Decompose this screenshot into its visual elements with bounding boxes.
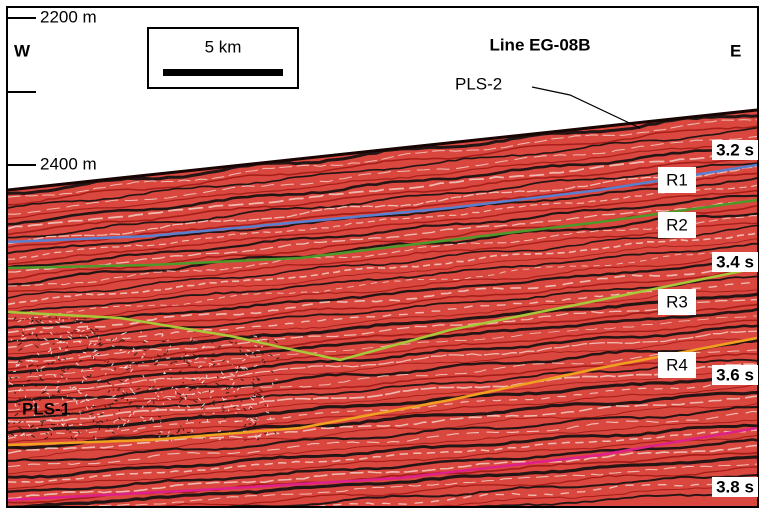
speckle — [233, 371, 236, 372]
speckle — [188, 361, 192, 362]
speckle — [196, 371, 197, 374]
speckle — [156, 409, 159, 410]
depth-label: 2200 m — [40, 7, 97, 26]
speckle — [256, 350, 259, 351]
speckle — [51, 351, 52, 354]
speckle — [192, 429, 193, 432]
east-label: E — [730, 41, 741, 60]
speckle — [213, 404, 215, 405]
time-label: 3.6 s — [716, 365, 754, 384]
speckle — [61, 335, 62, 338]
speckle — [63, 339, 67, 340]
speckle — [234, 396, 237, 397]
speckle — [203, 438, 205, 439]
speckle — [207, 419, 208, 422]
time-label: 3.2 s — [716, 140, 754, 159]
speckle — [245, 440, 246, 441]
speckle — [167, 350, 168, 353]
speckle — [147, 405, 148, 408]
speckle — [235, 413, 236, 414]
speckle — [171, 377, 172, 379]
speckle — [212, 354, 215, 355]
speckle — [107, 419, 108, 420]
speckle — [247, 416, 248, 418]
speckle — [239, 347, 241, 348]
speckle — [256, 391, 257, 392]
feature-label: PLS-2 — [455, 74, 502, 93]
reflector-label: R4 — [666, 355, 688, 374]
speckle — [168, 340, 169, 341]
time-label: 3.4 s — [716, 252, 754, 271]
speckle — [110, 406, 111, 408]
speckle — [56, 316, 57, 318]
speckle — [163, 403, 164, 405]
speckle — [155, 380, 156, 382]
speckle — [253, 388, 254, 389]
time-label: 3.8 s — [716, 477, 754, 496]
page: 2200 m 2400 m W E 5 km Line EG-08B PLS-2… — [0, 0, 765, 514]
speckle — [121, 419, 122, 420]
speckle — [25, 435, 26, 436]
speckle — [29, 323, 30, 324]
speckle — [175, 391, 176, 392]
speckle — [95, 329, 98, 330]
scale-bar — [163, 69, 283, 76]
line-name: Line EG-08B — [489, 35, 590, 54]
reflector-label: R3 — [666, 292, 688, 311]
speckle — [94, 350, 98, 351]
west-label: W — [14, 41, 31, 60]
speckle — [67, 342, 68, 344]
speckle — [185, 353, 186, 355]
speckle — [47, 393, 50, 394]
speckle — [249, 407, 250, 409]
speckle — [87, 347, 88, 348]
reflector-label: R2 — [666, 215, 688, 234]
speckle — [69, 318, 70, 319]
speckle — [161, 392, 162, 393]
speckle — [186, 395, 187, 397]
speckle — [160, 432, 162, 433]
feature-label: PLS-1 — [22, 399, 70, 418]
speckle — [204, 414, 205, 415]
speckle — [253, 379, 254, 380]
scale-label: 5 km — [205, 37, 242, 56]
speckle — [211, 417, 213, 418]
speckle — [122, 340, 125, 341]
speckle — [78, 390, 80, 391]
speckle — [143, 354, 145, 355]
speckle — [76, 438, 77, 440]
depth-label: 2400 m — [40, 154, 97, 173]
speckle — [74, 365, 75, 366]
speckle — [153, 359, 154, 360]
speckle — [241, 401, 243, 402]
speckle — [239, 366, 241, 367]
speckle — [237, 409, 241, 410]
speckle — [127, 392, 128, 394]
speckle — [257, 439, 259, 440]
speckle — [158, 399, 159, 400]
speckle — [163, 334, 164, 336]
reflector-label: R1 — [666, 170, 688, 189]
speckle — [78, 350, 79, 351]
speckle — [52, 344, 54, 345]
speckle — [220, 423, 221, 424]
seismic-figure: 2200 m 2400 m W E 5 km Line EG-08B PLS-2… — [0, 0, 765, 514]
